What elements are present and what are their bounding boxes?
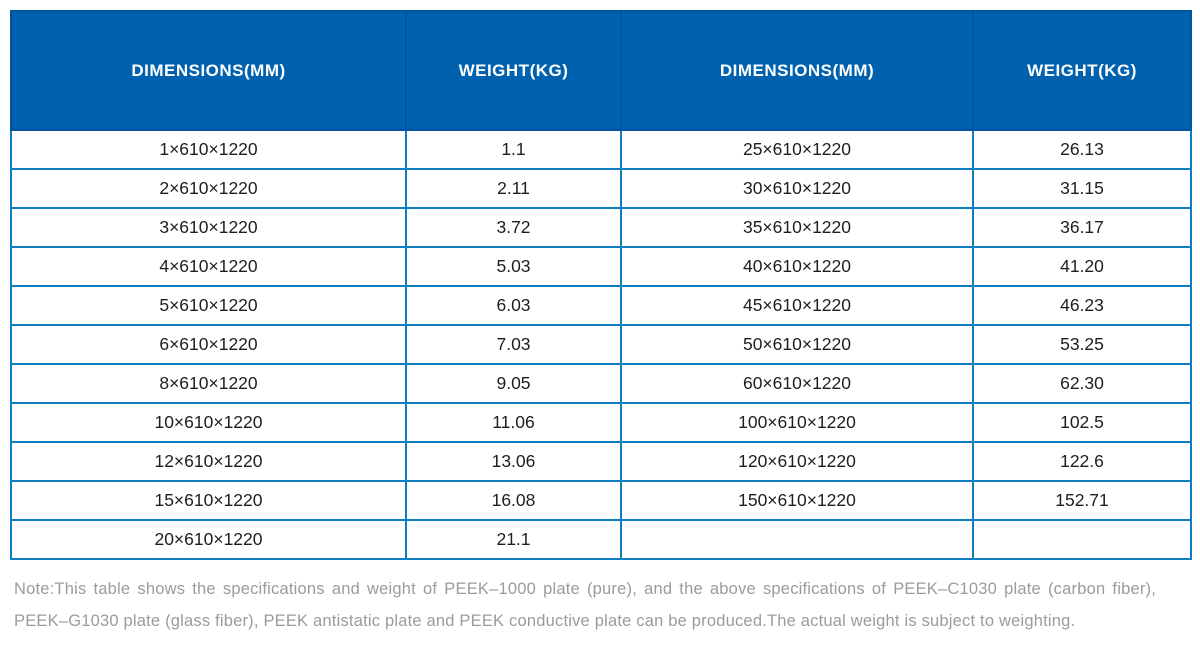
table-cell: 102.5 xyxy=(972,402,1192,443)
table-row: 10×610×1220 11.06 100×610×1220 102.5 xyxy=(10,402,1192,443)
table-cell xyxy=(620,519,974,560)
table-cell: 36.17 xyxy=(972,207,1192,248)
table-cell: 6×610×1220 xyxy=(10,324,407,365)
table-cell: 13.06 xyxy=(405,441,622,482)
table-cell: 35×610×1220 xyxy=(620,207,974,248)
table-row: 2×610×1220 2.11 30×610×1220 31.15 xyxy=(10,168,1192,209)
table-row: 1×610×1220 1.1 25×610×1220 26.13 xyxy=(10,129,1192,170)
table-cell: 6.03 xyxy=(405,285,622,326)
column-header-weight-right: WEIGHT(KG) xyxy=(972,10,1192,131)
table-cell: 60×610×1220 xyxy=(620,363,974,404)
table-cell: 41.20 xyxy=(972,246,1192,287)
table-row: 4×610×1220 5.03 40×610×1220 41.20 xyxy=(10,246,1192,287)
table-cell: 30×610×1220 xyxy=(620,168,974,209)
table-cell: 150×610×1220 xyxy=(620,480,974,521)
table-cell: 21.1 xyxy=(405,519,622,560)
table-row: 8×610×1220 9.05 60×610×1220 62.30 xyxy=(10,363,1192,404)
spec-table: DIMENSIONS(MM) WEIGHT(KG) DIMENSIONS(MM)… xyxy=(10,10,1192,560)
table-body: 1×610×1220 1.1 25×610×1220 26.13 2×610×1220 2… xyxy=(10,129,1192,560)
note-line-1: Note:This table shows the specifications… xyxy=(14,580,1156,598)
table-row: 12×610×1220 13.06 120×610×1220 122.6 xyxy=(10,441,1192,482)
table-cell: 46.23 xyxy=(972,285,1192,326)
table-cell: 31.15 xyxy=(972,168,1192,209)
table-cell: 1×610×1220 xyxy=(10,129,407,170)
table-cell: 5.03 xyxy=(405,246,622,287)
table-row: 20×610×1220 21.1 xyxy=(10,519,1192,560)
table-cell: 15×610×1220 xyxy=(10,480,407,521)
table-cell xyxy=(972,519,1192,560)
table-cell: 16.08 xyxy=(405,480,622,521)
table-cell: 1.1 xyxy=(405,129,622,170)
table-cell: 4×610×1220 xyxy=(10,246,407,287)
table-cell: 45×610×1220 xyxy=(620,285,974,326)
table-cell: 25×610×1220 xyxy=(620,129,974,170)
table-cell: 10×610×1220 xyxy=(10,402,407,443)
table-row: 6×610×1220 7.03 50×610×1220 53.25 xyxy=(10,324,1192,365)
table-cell: 20×610×1220 xyxy=(10,519,407,560)
table-cell: 12×610×1220 xyxy=(10,441,407,482)
table-cell: 8×610×1220 xyxy=(10,363,407,404)
table-cell: 7.03 xyxy=(405,324,622,365)
column-header-dimensions-left: DIMENSIONS(MM) xyxy=(10,10,407,131)
table-cell: 2.11 xyxy=(405,168,622,209)
table-cell: 5×610×1220 xyxy=(10,285,407,326)
table-cell: 50×610×1220 xyxy=(620,324,974,365)
table-cell: 100×610×1220 xyxy=(620,402,974,443)
table-row: 3×610×1220 3.72 35×610×1220 36.17 xyxy=(10,207,1192,248)
table-cell: 62.30 xyxy=(972,363,1192,404)
table-cell: 9.05 xyxy=(405,363,622,404)
table-cell: 3×610×1220 xyxy=(10,207,407,248)
table-cell: 120×610×1220 xyxy=(620,441,974,482)
table-cell: 53.25 xyxy=(972,324,1192,365)
column-header-dimensions-right: DIMENSIONS(MM) xyxy=(620,10,974,131)
note: Note:This table shows the specifications… xyxy=(14,573,1156,637)
table-cell: 26.13 xyxy=(972,129,1192,170)
table-cell: 152.71 xyxy=(972,480,1192,521)
table-cell: 2×610×1220 xyxy=(10,168,407,209)
column-header-weight-left: WEIGHT(KG) xyxy=(405,10,622,131)
table-cell: 122.6 xyxy=(972,441,1192,482)
note-line-2: PEEK–G1030 plate (glass fiber), PEEK ant… xyxy=(14,612,1076,630)
table-cell: 3.72 xyxy=(405,207,622,248)
table-row: 15×610×1220 16.08 150×610×1220 152.71 xyxy=(10,480,1192,521)
header-row: DIMENSIONS(MM) WEIGHT(KG) DIMENSIONS(MM)… xyxy=(10,10,1192,131)
table-cell: 40×610×1220 xyxy=(620,246,974,287)
table-header: DIMENSIONS(MM) WEIGHT(KG) DIMENSIONS(MM)… xyxy=(10,10,1192,131)
table-row: 5×610×1220 6.03 45×610×1220 46.23 xyxy=(10,285,1192,326)
table-cell: 11.06 xyxy=(405,402,622,443)
